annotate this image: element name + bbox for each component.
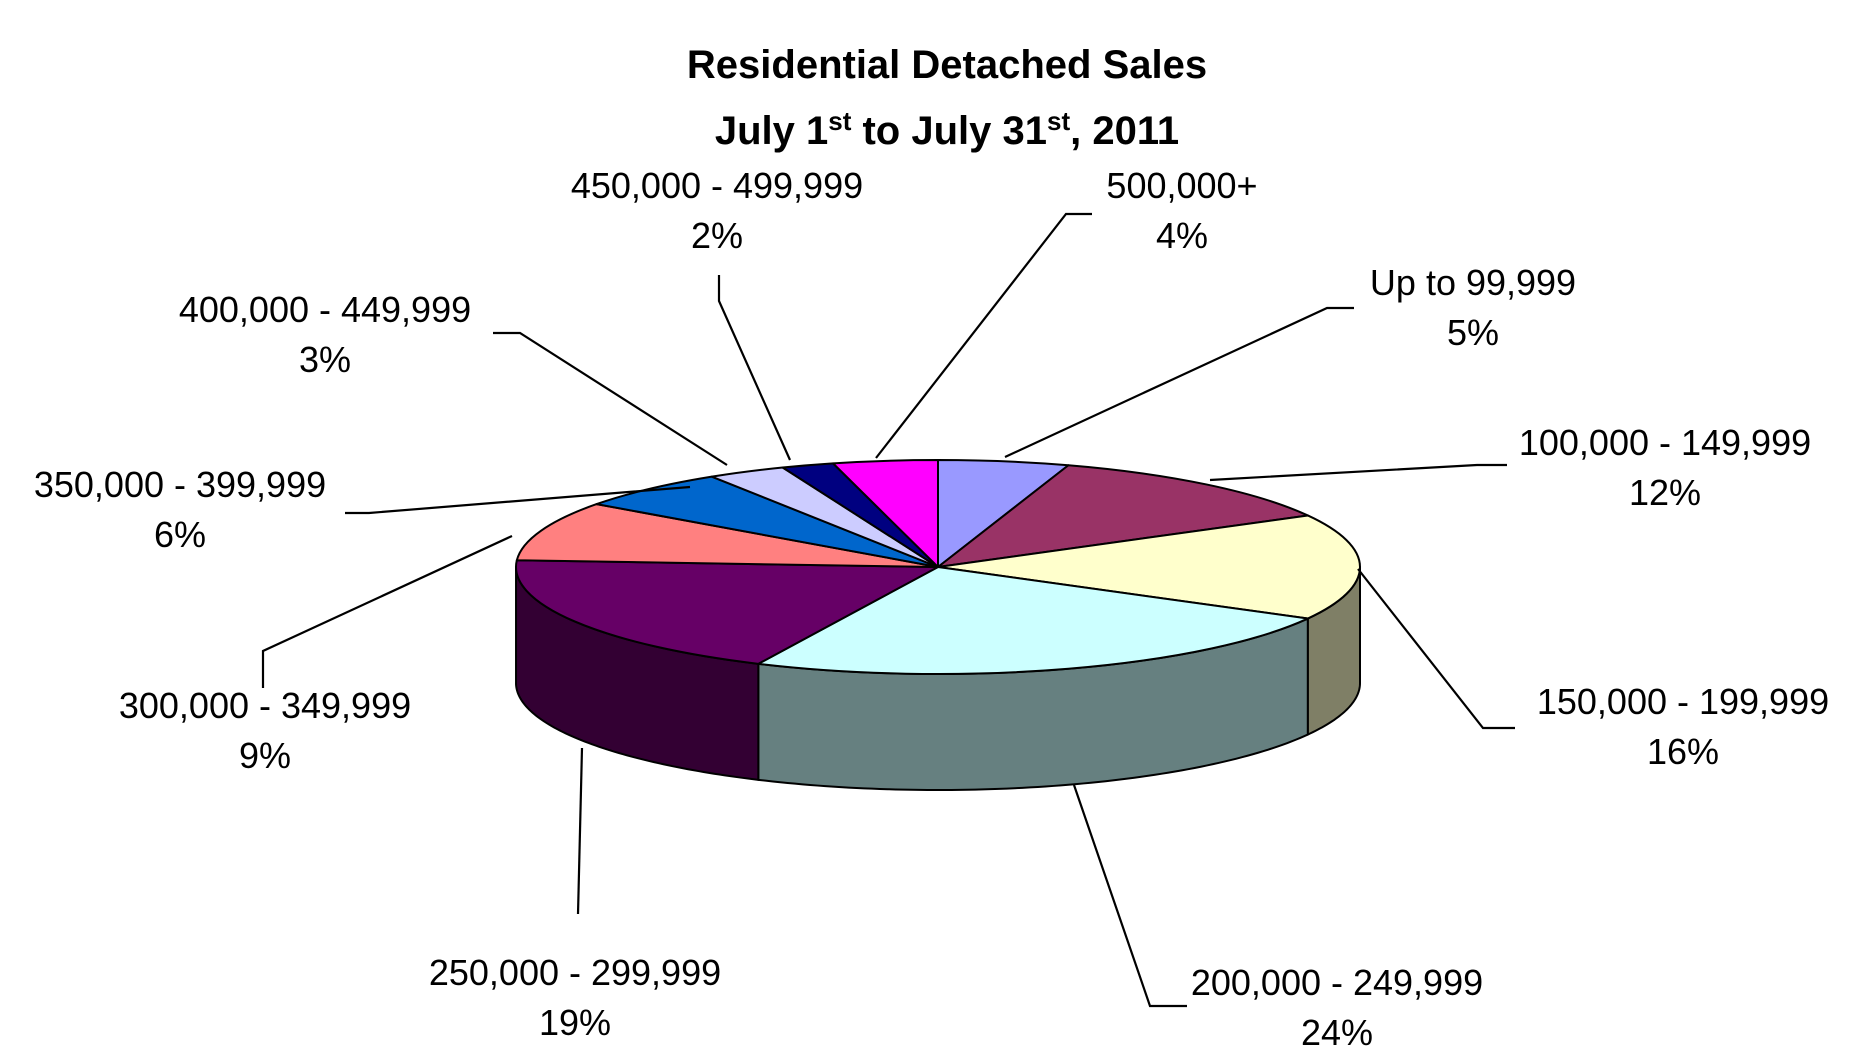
slice-label-7: 400,000 - 449,999 bbox=[179, 289, 471, 330]
pie-sides bbox=[515, 566, 1361, 791]
leader-line-7 bbox=[493, 331, 728, 466]
slice-label-8: 450,000 - 499,999 bbox=[571, 165, 863, 206]
leader-line-9 bbox=[875, 212, 1092, 459]
slice-label-2: 150,000 - 199,999 bbox=[1537, 681, 1829, 722]
pie-slice-5 bbox=[515, 503, 939, 568]
leader-line-2 bbox=[1357, 568, 1515, 730]
slice-label-1: 100,000 - 149,999 bbox=[1519, 422, 1811, 463]
slice-percent-1: 12% bbox=[1629, 472, 1701, 513]
slice-label-3: 200,000 - 249,999 bbox=[1191, 962, 1483, 1003]
pie-slice-2 bbox=[937, 514, 1361, 620]
slice-percent-4: 19% bbox=[539, 1002, 611, 1043]
slice-label-6: 350,000 - 399,999 bbox=[34, 464, 326, 505]
chart-title-line2: July 1st to July 31st, 2011 bbox=[715, 106, 1179, 153]
pie-slice-3 bbox=[757, 566, 1309, 676]
slice-label-4: 250,000 - 299,999 bbox=[429, 952, 721, 993]
slice-percent-7: 3% bbox=[299, 339, 351, 380]
slice-percent-5: 9% bbox=[239, 735, 291, 776]
leader-line-6 bbox=[345, 485, 691, 515]
leader-lines bbox=[261, 212, 1515, 1008]
slice-label-5: 300,000 - 349,999 bbox=[119, 685, 411, 726]
chart-title-line1: Residential Detached Sales bbox=[687, 43, 1207, 87]
pie-slice-1 bbox=[937, 464, 1309, 568]
leader-line-8 bbox=[717, 275, 792, 461]
pie-slice-6 bbox=[595, 475, 939, 568]
leader-line-5 bbox=[261, 535, 513, 688]
slice-percent-9: 4% bbox=[1156, 215, 1208, 256]
leader-line-3 bbox=[1072, 784, 1187, 1008]
slice-percent-3: 24% bbox=[1301, 1012, 1373, 1053]
pie-slices bbox=[515, 459, 1361, 676]
leader-line-0 bbox=[1004, 306, 1354, 458]
slice-percent-2: 16% bbox=[1647, 731, 1719, 772]
leader-line-4 bbox=[576, 747, 584, 915]
slice-label-9: 500,000+ bbox=[1106, 165, 1257, 206]
slice-labels: Up to 99,999 5% 100,000 - 149,999 12% 150,00… bbox=[34, 165, 1829, 1053]
slice-percent-6: 6% bbox=[154, 514, 206, 555]
pie-slice-4 bbox=[515, 559, 939, 665]
slice-percent-8: 2% bbox=[691, 215, 743, 256]
pie-slice-9 bbox=[832, 459, 939, 568]
slice-label-0: Up to 99,999 bbox=[1370, 262, 1576, 303]
slice-percent-0: 5% bbox=[1447, 312, 1499, 353]
leader-line-1 bbox=[1209, 463, 1507, 482]
